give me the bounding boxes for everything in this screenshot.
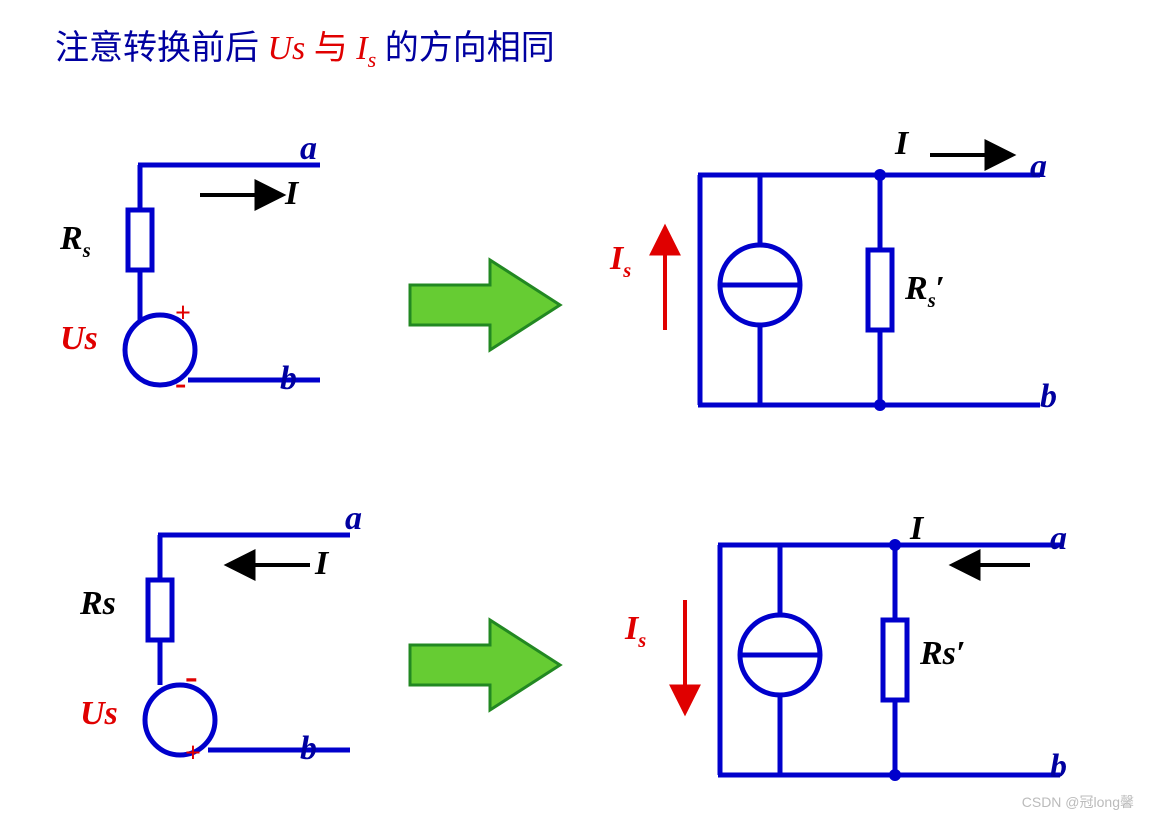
label-I-2r: I bbox=[910, 510, 923, 548]
label-a-2: a bbox=[345, 500, 362, 538]
label-Is-2: Is bbox=[625, 610, 646, 653]
label-plus-2: + bbox=[185, 738, 201, 770]
label-Rsp-1: Rs′ bbox=[905, 270, 945, 313]
label-Rs-2: Rs bbox=[80, 585, 116, 623]
diagram-canvas bbox=[0, 0, 1154, 820]
label-b-2r: b bbox=[1050, 748, 1067, 786]
label-Rsp-2: Rs′ bbox=[920, 635, 965, 673]
label-I-2: I bbox=[315, 545, 328, 583]
label-minus-2: - bbox=[185, 655, 198, 699]
label-plus-1: + bbox=[175, 298, 191, 330]
label-b-2: b bbox=[300, 730, 317, 768]
label-a-1r: a bbox=[1030, 148, 1047, 186]
label-Is-1: Is bbox=[610, 240, 631, 283]
label-I-1: I bbox=[285, 175, 298, 213]
circuit-current-1 bbox=[665, 155, 1040, 411]
label-b-1r: b bbox=[1040, 378, 1057, 416]
label-a-2r: a bbox=[1050, 520, 1067, 558]
circuit-current-2 bbox=[685, 539, 1060, 781]
label-I-1r: I bbox=[895, 125, 908, 163]
transform-arrow-1 bbox=[410, 260, 560, 350]
watermark: CSDN @冠long馨 bbox=[1022, 792, 1134, 812]
label-a-1: a bbox=[300, 130, 317, 168]
label-minus-1: - bbox=[175, 365, 186, 403]
transform-arrow-2 bbox=[410, 620, 560, 710]
label-Us-1: Us bbox=[60, 320, 98, 358]
label-Us-2: Us bbox=[80, 695, 118, 733]
label-Rs-1: Rs bbox=[60, 220, 91, 263]
label-b-1: b bbox=[280, 360, 297, 398]
